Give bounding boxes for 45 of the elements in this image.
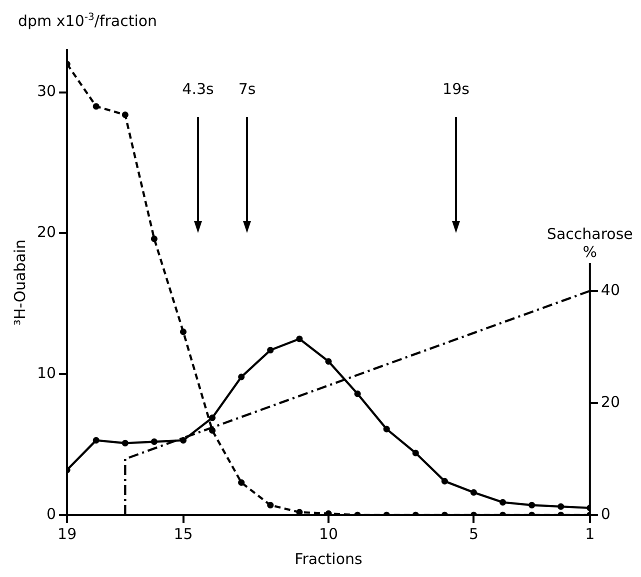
point (92, 437, 100, 444)
point (558, 503, 564, 510)
x-tick-label: 1 (585, 524, 595, 543)
point (267, 502, 274, 508)
point (180, 437, 187, 444)
point (209, 414, 216, 422)
y-tick-label: 10 (36, 364, 56, 382)
point (122, 112, 128, 118)
point (150, 438, 158, 446)
y2-tick-label: 0 (600, 504, 610, 523)
point (441, 478, 448, 484)
y-tick-label: 0 (46, 504, 56, 523)
point (499, 499, 506, 506)
point (150, 236, 158, 242)
point (325, 510, 332, 515)
x-tick-label: 15 (174, 524, 193, 543)
point (92, 103, 100, 110)
y-axis-title: ³H-Ouabain (10, 239, 29, 326)
point (383, 426, 390, 432)
text: dpm x10$^{-3}$/fraction (18, 12, 158, 30)
point (470, 489, 478, 496)
annotation: 7s (237, 80, 257, 98)
x-tick-label: 19 (58, 524, 77, 543)
y2-tick-label: 20 (600, 392, 620, 411)
y-tick-label: 20 (36, 223, 56, 242)
point (122, 440, 128, 446)
point (209, 427, 216, 434)
point (296, 336, 303, 342)
point (528, 502, 536, 508)
point (180, 328, 187, 336)
point (267, 346, 274, 354)
point (325, 358, 332, 365)
y2-tick-label: 40 (600, 280, 620, 299)
y-tick-label: 30 (36, 82, 56, 100)
annotation: 19s (442, 80, 470, 98)
annotation: 4.3s (181, 80, 215, 98)
point (412, 450, 419, 456)
x-axis-title: Fractions (294, 550, 363, 568)
point (354, 390, 361, 398)
y2-axis-title: Saccharose % (546, 225, 633, 262)
x-tick-label: 10 (318, 524, 338, 543)
point (238, 374, 245, 380)
x-tick-label: 5 (468, 524, 479, 543)
point (296, 508, 303, 515)
point (238, 479, 245, 486)
